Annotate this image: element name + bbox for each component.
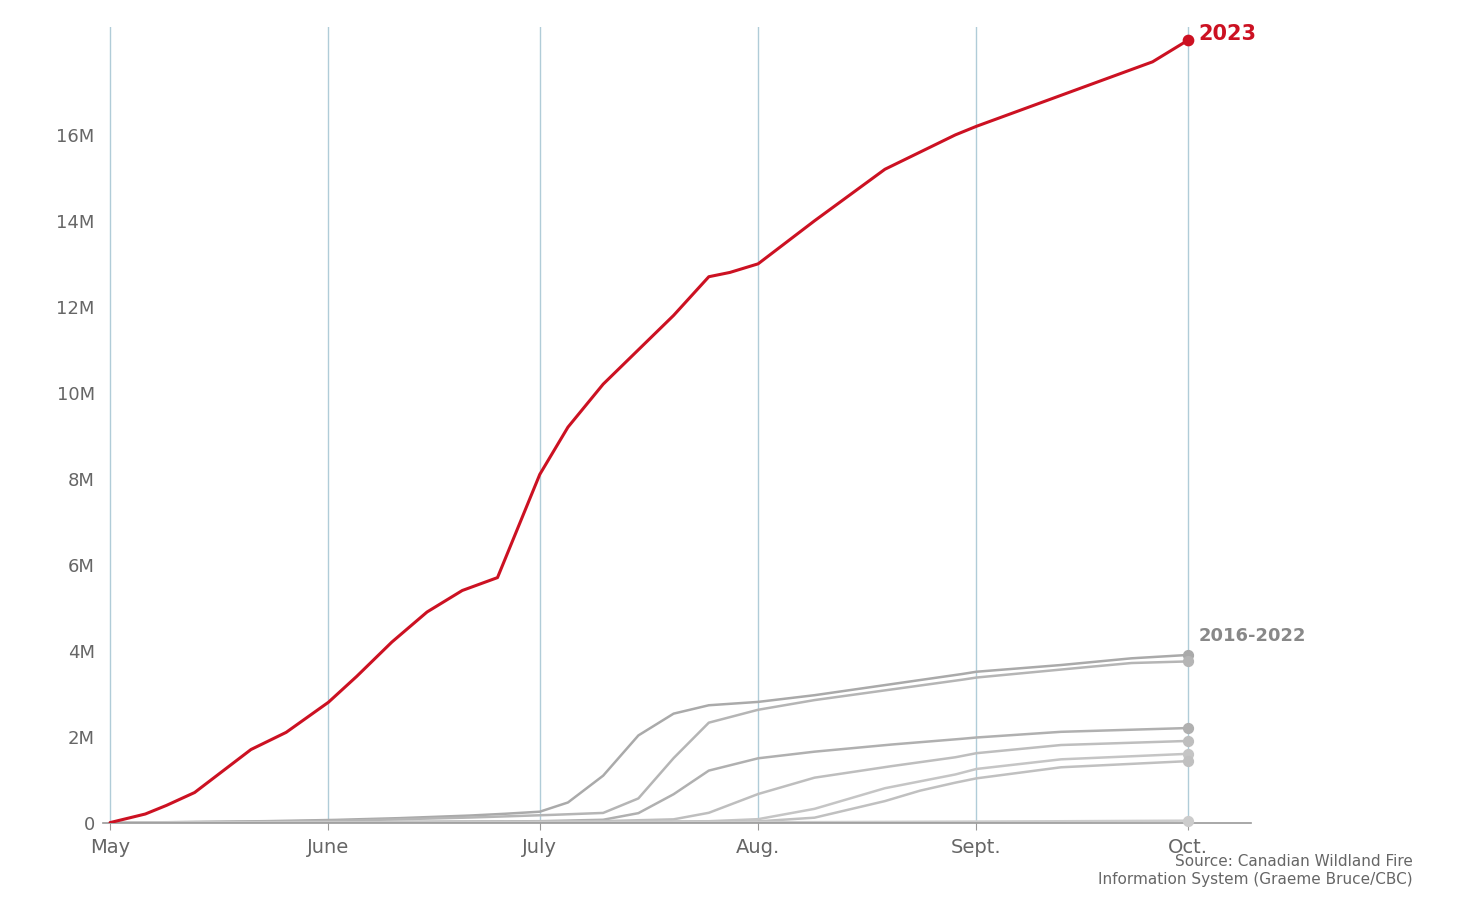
Point bbox=[1176, 33, 1200, 48]
Point bbox=[1176, 734, 1200, 749]
Point bbox=[1176, 648, 1200, 663]
Text: 2016-2022: 2016-2022 bbox=[1198, 627, 1306, 644]
Point bbox=[1176, 813, 1200, 828]
Text: Source: Canadian Wildland Fire
Information System (Graeme Bruce/CBC): Source: Canadian Wildland Fire Informati… bbox=[1098, 855, 1413, 887]
Point bbox=[1176, 654, 1200, 669]
Point bbox=[1176, 721, 1200, 736]
Point bbox=[1176, 747, 1200, 761]
Text: 2023: 2023 bbox=[1198, 24, 1257, 44]
Point bbox=[1176, 754, 1200, 769]
